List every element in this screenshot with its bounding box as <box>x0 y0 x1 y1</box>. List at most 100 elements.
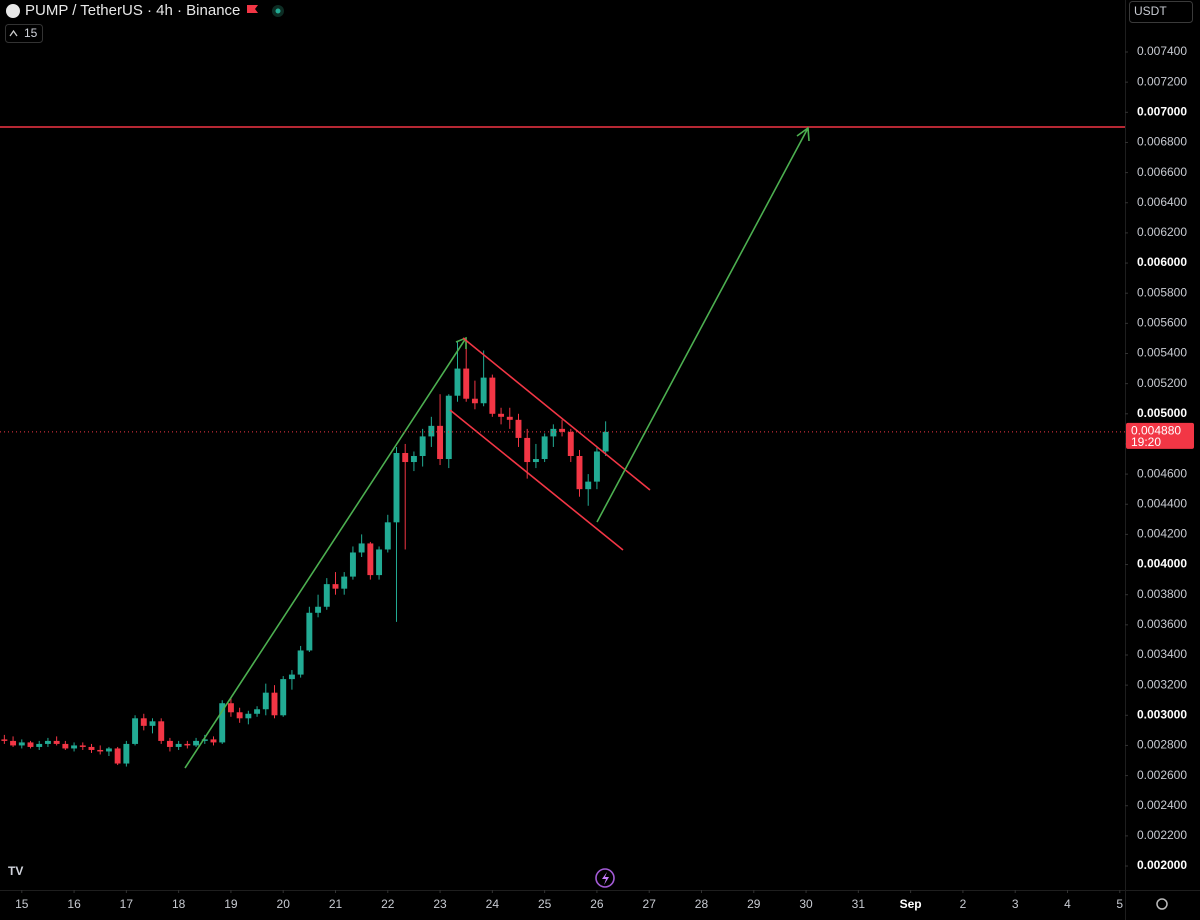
candle-body <box>341 576 348 589</box>
x-tick-label: 5 <box>1116 897 1123 911</box>
x-tick-label: Sep <box>900 897 922 911</box>
y-tick-label: 0.003000 <box>1137 707 1187 721</box>
y-tick-label: 0.002600 <box>1137 768 1187 782</box>
x-tick-label: 18 <box>172 897 186 911</box>
candle-body <box>428 425 435 437</box>
channel-upper <box>462 337 651 491</box>
candle-body <box>262 692 269 710</box>
candle-body <box>550 428 557 437</box>
x-tick-label: 19 <box>224 897 238 911</box>
candle-body <box>602 431 609 452</box>
lightning-icon[interactable] <box>595 868 615 888</box>
y-tick-label: 0.006000 <box>1137 255 1187 269</box>
x-tick-label: 17 <box>120 897 134 911</box>
candle-body <box>480 377 487 404</box>
candle-body <box>576 456 583 490</box>
candle-body <box>140 718 147 726</box>
candle-body <box>437 425 444 460</box>
candle-body <box>419 436 426 457</box>
candle-body <box>10 740 17 746</box>
candle-body <box>114 748 121 764</box>
candle-body <box>236 712 243 719</box>
y-tick-label: 0.004200 <box>1137 527 1187 541</box>
candle-body <box>280 679 287 716</box>
candle-body <box>193 740 200 746</box>
candle-body <box>149 721 156 726</box>
x-tick-label: 23 <box>433 897 447 911</box>
indicator-count: 15 <box>24 26 38 40</box>
x-tick-label: 27 <box>643 897 657 911</box>
x-tick-label: 29 <box>747 897 761 911</box>
candle-body <box>524 437 531 463</box>
candle-body <box>1 739 8 741</box>
candle-body <box>201 739 208 741</box>
candle-body <box>506 416 513 420</box>
candle-body <box>532 459 539 463</box>
indicator-toggle[interactable] <box>5 24 43 43</box>
tv-logo[interactable]: TV <box>8 864 23 878</box>
candle-body <box>349 552 356 577</box>
candle-body <box>367 543 374 576</box>
candle-body <box>402 452 409 463</box>
x-tick-label: 28 <box>695 897 709 911</box>
x-tick-label: 20 <box>277 897 291 911</box>
x-tick-label: 4 <box>1064 897 1071 911</box>
x-tick-label: 15 <box>15 897 29 911</box>
drawings <box>0 126 1125 769</box>
x-tick-label: 24 <box>486 897 500 911</box>
candle-body <box>410 456 417 463</box>
y-tick-label: 0.002200 <box>1137 828 1187 842</box>
x-tick-label: 16 <box>67 897 81 911</box>
candle-body <box>454 368 461 396</box>
candle-body <box>323 584 330 607</box>
candle-body <box>393 452 400 523</box>
candle-body <box>515 419 522 438</box>
candle-body <box>123 743 130 764</box>
x-tick-label: 21 <box>329 897 343 911</box>
candle-body <box>376 549 383 576</box>
candle-body <box>541 436 548 460</box>
countdown: 19:20 <box>1131 435 1161 449</box>
y-tick-label: 0.002400 <box>1137 798 1187 812</box>
currency-selector[interactable] <box>1129 1 1193 23</box>
last-price-label: 0.004880 <box>1131 424 1181 438</box>
y-tick-label: 0.005600 <box>1137 316 1187 330</box>
candle-body <box>79 745 86 747</box>
y-tick-label: 0.005400 <box>1137 346 1187 360</box>
settings-icon[interactable] <box>1156 898 1168 910</box>
y-tick-label: 0.006400 <box>1137 195 1187 209</box>
y-tick-label: 0.005800 <box>1137 285 1187 299</box>
candle-body <box>306 612 313 651</box>
candle-body <box>158 721 165 741</box>
candle-body <box>105 748 112 752</box>
chevron <box>9 29 18 37</box>
symbol-title[interactable]: PUMP / TetherUS · 4h · Binance <box>25 2 240 19</box>
y-tick-label: 0.006800 <box>1137 135 1187 149</box>
flag-icon[interactable] <box>247 5 258 13</box>
candle-body <box>332 584 339 589</box>
y-tick-label: 0.003600 <box>1137 617 1187 631</box>
candle-body <box>175 743 182 747</box>
y-tick-label: 0.007200 <box>1137 74 1187 88</box>
candle-body <box>166 740 173 747</box>
y-tick-label: 0.003200 <box>1137 677 1187 691</box>
y-tick-label: 0.003800 <box>1137 587 1187 601</box>
channel-lower <box>449 409 624 551</box>
candle-body <box>585 481 592 490</box>
candle-body <box>18 742 25 746</box>
candle-body <box>445 395 452 460</box>
target-arrow <box>596 127 809 523</box>
plot-area <box>1 338 609 767</box>
symbol-icon[interactable] <box>6 4 20 18</box>
candle-body <box>210 739 217 743</box>
candle-body <box>471 398 478 404</box>
y-tick-label: 0.002800 <box>1137 738 1187 752</box>
y-tick-label: 0.004600 <box>1137 466 1187 480</box>
currency: USDT <box>1134 4 1167 18</box>
arrow-head <box>455 336 467 349</box>
status-dot <box>275 8 281 14</box>
candle-body <box>132 718 139 744</box>
x-tick-label: 22 <box>381 897 395 911</box>
